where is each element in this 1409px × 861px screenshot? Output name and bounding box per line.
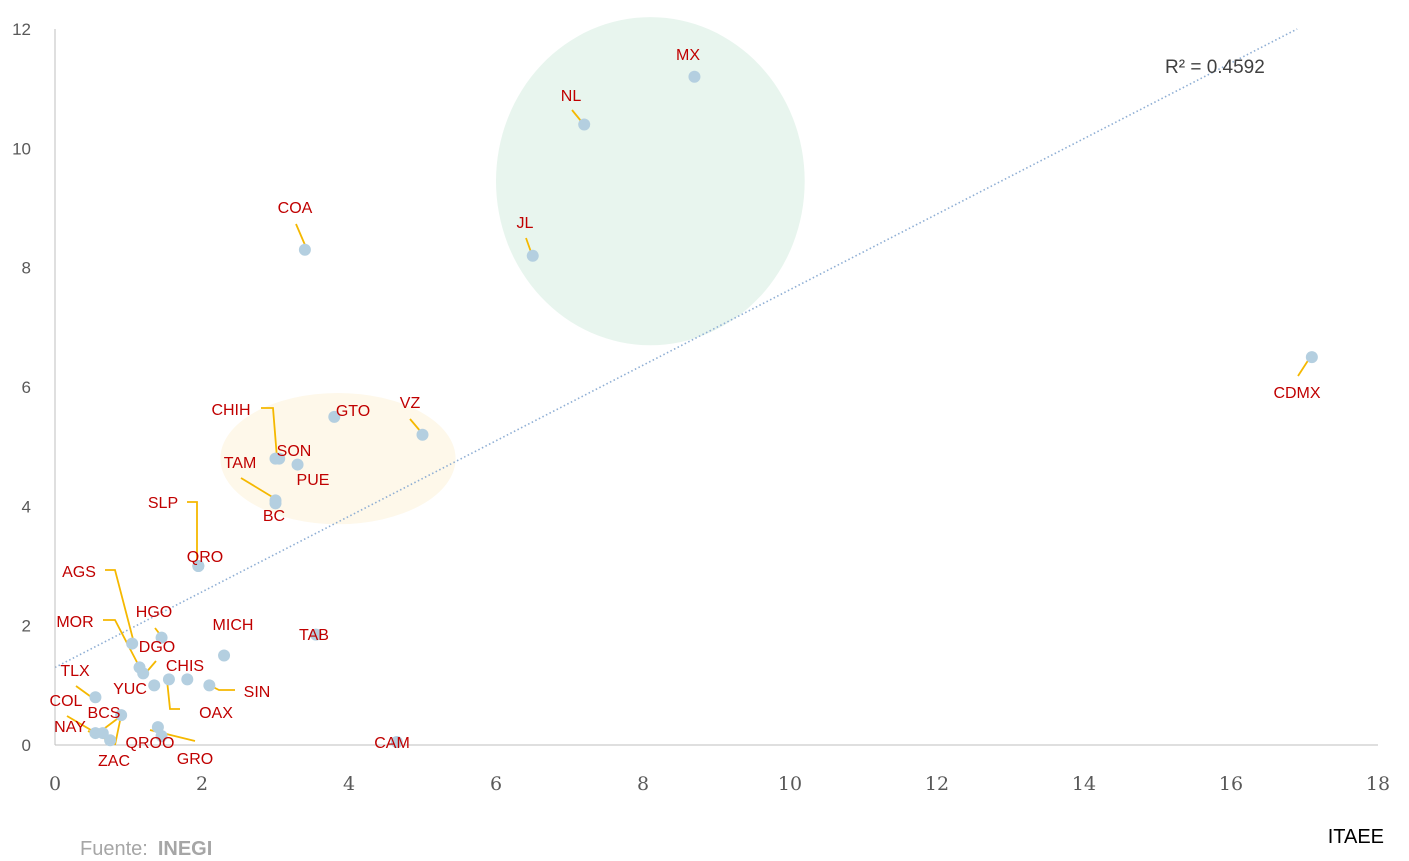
label-tam: TAM: [224, 455, 257, 472]
point-cdmx: [1305, 351, 1318, 364]
label-hgo: HGO: [136, 604, 172, 621]
point-oax: [181, 673, 194, 686]
point-pue: [291, 458, 304, 471]
trendline: [54, 28, 1298, 669]
label-bc: BC: [263, 508, 285, 525]
x-tick-label: 10: [778, 773, 802, 795]
point-gro: [155, 730, 168, 743]
label-mx: MX: [676, 47, 700, 64]
x-tick-label: 2: [196, 773, 208, 795]
x-tick-label: 0: [49, 773, 61, 795]
label-tab: TAB: [299, 627, 329, 644]
label-oax: OAX: [199, 705, 233, 722]
point-dgo: [137, 667, 150, 680]
point-coa: [298, 243, 311, 256]
point-yuc: [148, 679, 161, 692]
point-zac: [104, 734, 117, 747]
label-chis: CHIS: [166, 658, 204, 675]
point-bc: [269, 497, 282, 510]
label-slp: SLP: [148, 495, 178, 512]
leader-slp: [187, 501, 198, 564]
label-yuc: YUC: [113, 681, 147, 698]
source-name: INEGI: [157, 838, 213, 860]
label-zac: ZAC: [98, 753, 130, 770]
x-tick-label: 6: [490, 773, 502, 795]
y-tick-label: 8: [22, 259, 31, 278]
point-hgo: [155, 631, 168, 644]
x-axis-title: ITAEE: [1327, 826, 1384, 848]
label-bcs: BCS: [88, 705, 121, 722]
y-tick-label: 10: [12, 139, 31, 158]
leader-jl: [525, 237, 532, 253]
label-jl: JL: [517, 215, 534, 232]
point-labels: MX NL JL COA CDMX GTO VZ CHIH SON PUE TAM BC SLP QRO A…: [50, 47, 1321, 770]
y-tick-label: 4: [22, 497, 31, 516]
trendline-group: R² = 0.4592: [54, 28, 1298, 669]
label-mich: MICH: [213, 617, 254, 634]
label-dgo: DGO: [139, 639, 175, 656]
leader-cdmx: [1297, 358, 1310, 377]
point-son: [273, 452, 286, 465]
leader-ags: [105, 569, 135, 644]
label-cdmx: CDMX: [1273, 385, 1320, 402]
source-prefix: Fuente:: [80, 838, 148, 860]
x-tick-label: 18: [1366, 773, 1390, 795]
label-son: SON: [277, 443, 312, 460]
leader-coa: [295, 223, 306, 246]
label-pue: PUE: [297, 472, 330, 489]
point-gto: [328, 410, 341, 423]
y-tick-label: 0: [22, 736, 31, 755]
label-ags: AGS: [62, 564, 96, 581]
y-tick-label: 2: [22, 617, 31, 636]
point-mich: [218, 649, 231, 662]
y-tick-label: 12: [12, 20, 31, 39]
label-mor: MOR: [56, 614, 93, 631]
label-chih: CHIH: [211, 402, 250, 419]
x-tick-label: 12: [925, 773, 949, 795]
point-chis: [162, 673, 175, 686]
label-nl: NL: [561, 88, 582, 105]
x-tick-label: 8: [637, 773, 649, 795]
point-sin: [203, 679, 216, 692]
label-gro: GRO: [177, 751, 213, 768]
point-nay: [96, 727, 109, 740]
data-points: [89, 70, 1318, 749]
point-cam: [390, 736, 403, 749]
label-gto: GTO: [336, 403, 370, 420]
leader-mor: [103, 619, 141, 669]
highlight-ellipse-1: [495, 17, 805, 346]
label-sin: SIN: [244, 684, 271, 701]
label-qro: QRO: [187, 549, 223, 566]
point-tab: [309, 628, 322, 641]
leader-oax: [166, 679, 180, 710]
y-tick-label: 6: [22, 378, 31, 397]
r-squared-label: R² = 0.4592: [1165, 57, 1265, 78]
point-tlx: [89, 691, 102, 704]
point-ags: [126, 637, 139, 650]
leader-tam: [240, 477, 275, 499]
point-mx: [688, 70, 701, 83]
label-qroo: QROO: [126, 735, 175, 752]
point-bcs: [115, 709, 128, 722]
label-tlx: TLX: [60, 663, 90, 680]
label-coa: COA: [278, 200, 313, 217]
leader-nl: [571, 109, 582, 122]
x-tick-label: 14: [1072, 773, 1096, 795]
label-nay: NAY: [54, 719, 86, 736]
x-tick-label: 16: [1219, 773, 1243, 795]
point-vz: [416, 428, 429, 441]
x-tick-label: 4: [343, 773, 355, 795]
point-nl: [578, 118, 591, 131]
point-jl: [526, 249, 539, 262]
axes: 0 2 4 6 8 10 12 0 2 4 6 8 10 12 14 16 18: [12, 20, 1390, 795]
label-vz: VZ: [400, 395, 421, 412]
point-qro: [192, 560, 205, 572]
label-cam: CAM: [374, 735, 410, 752]
label-col: COL: [50, 693, 83, 710]
leader-chih: [261, 407, 278, 459]
